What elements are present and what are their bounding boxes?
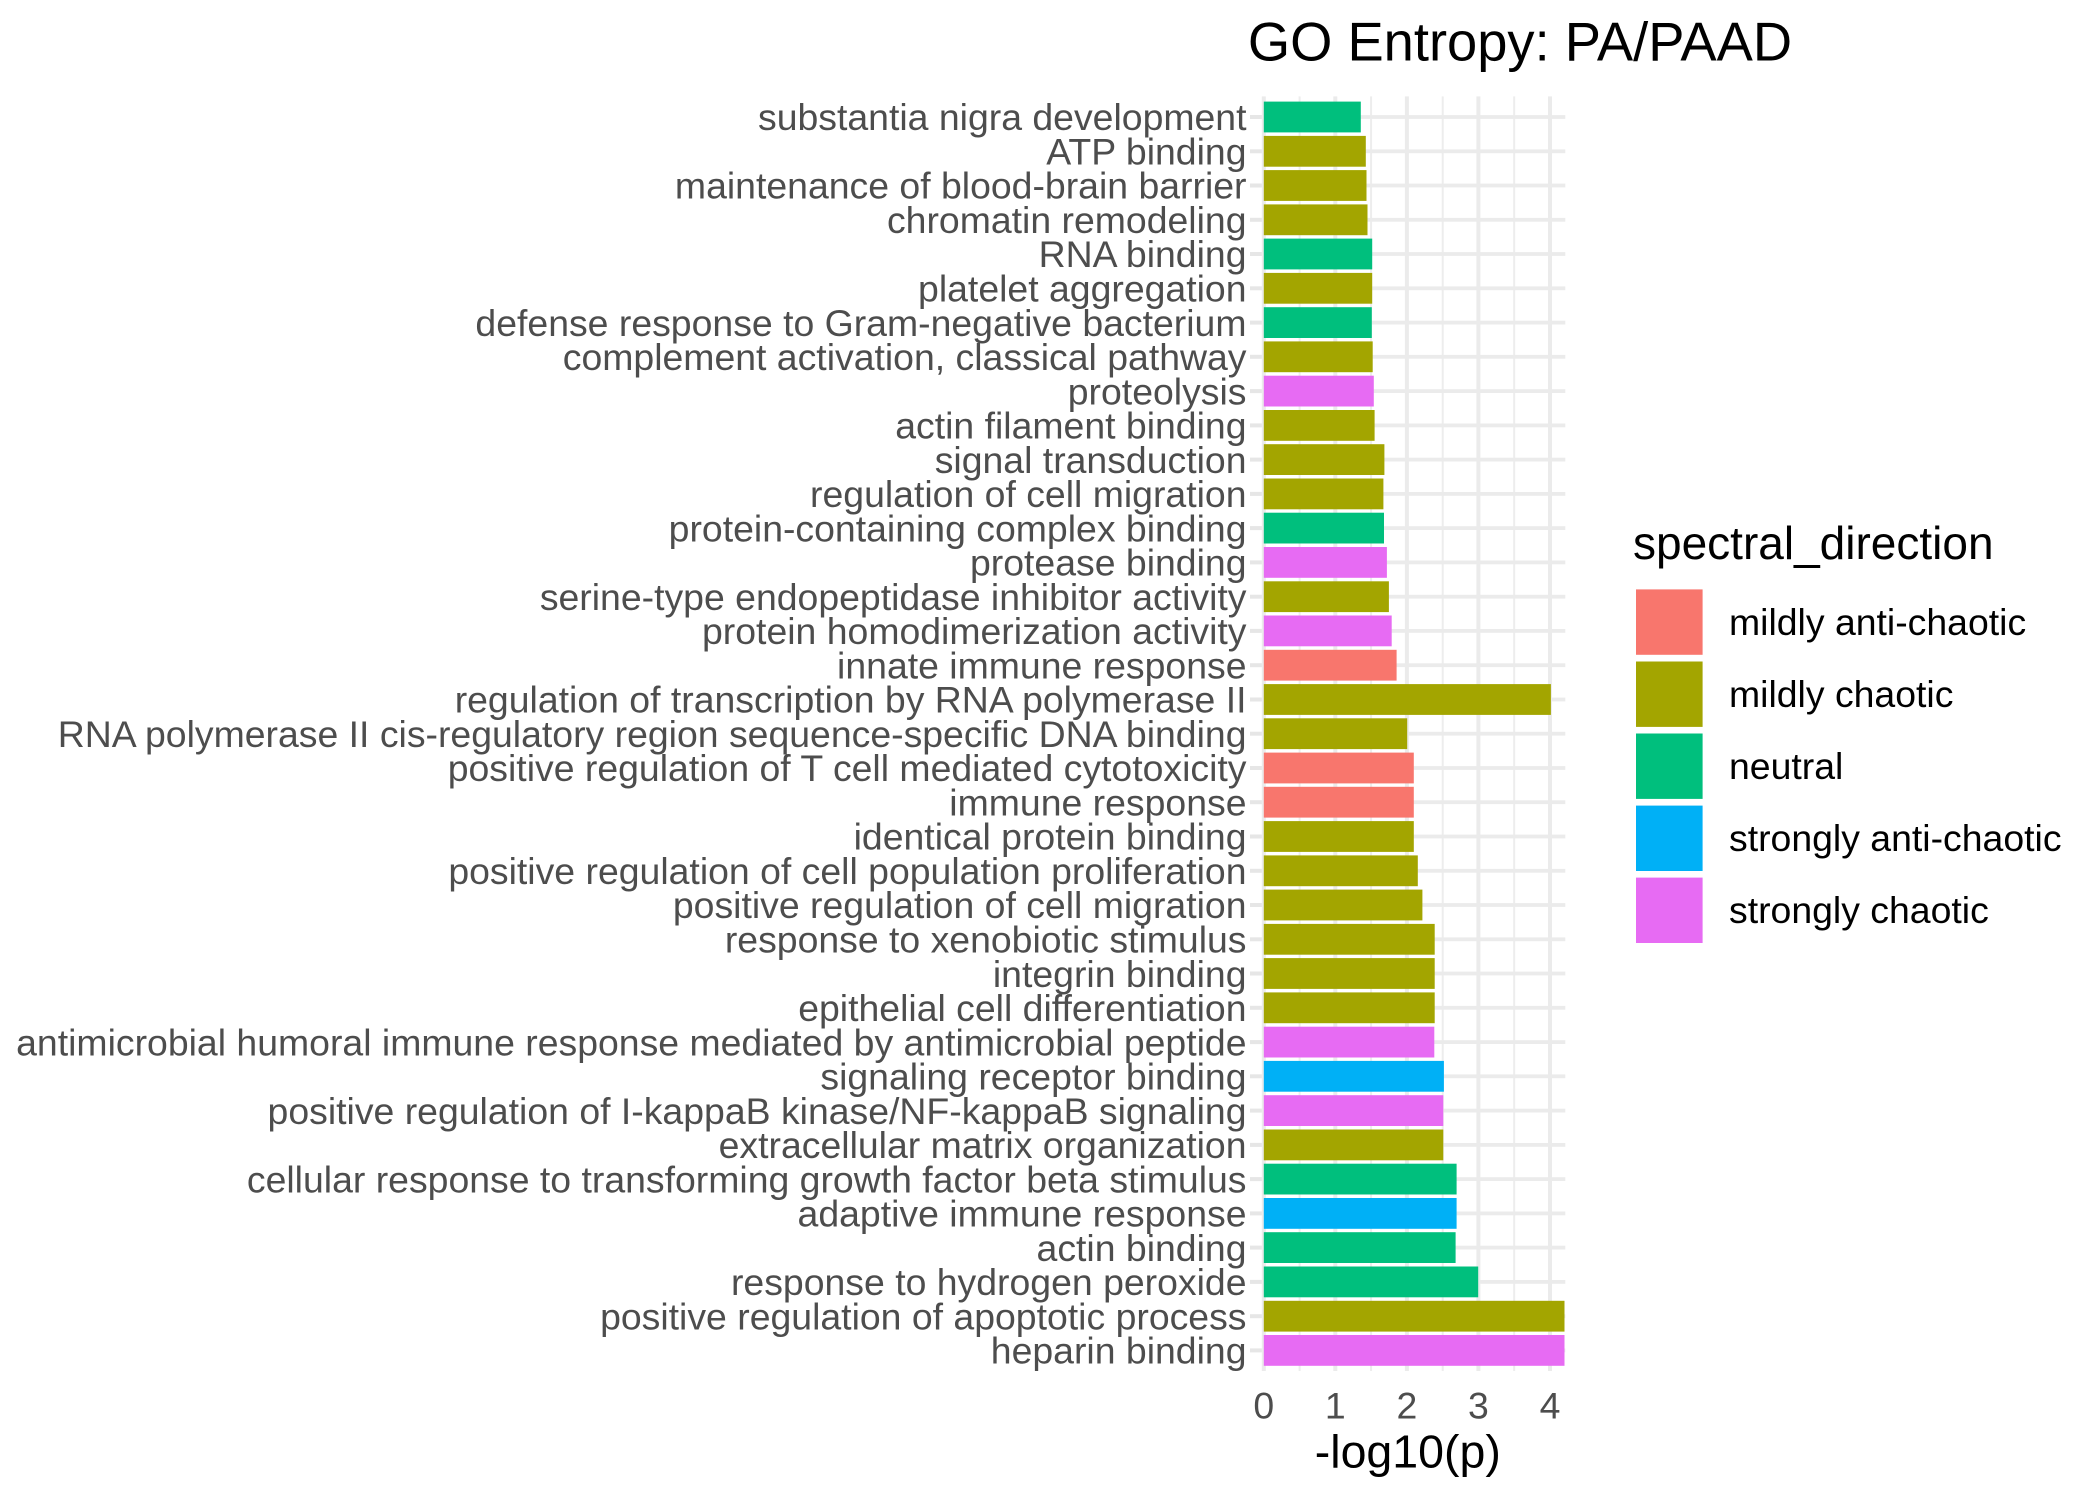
- svg-text:positive regulation of I-kappa: positive regulation of I-kappaB kinase/N…: [268, 1090, 1247, 1132]
- svg-text:-log10(p): -log10(p): [1315, 1426, 1501, 1478]
- svg-text:positive regulation of apoptot: positive regulation of apoptotic process: [600, 1295, 1246, 1337]
- svg-text:0: 0: [1253, 1384, 1274, 1426]
- svg-text:platelet aggregation: platelet aggregation: [918, 268, 1246, 310]
- svg-text:response to hydrogen peroxide: response to hydrogen peroxide: [731, 1261, 1247, 1303]
- svg-text:actin filament binding: actin filament binding: [895, 405, 1246, 447]
- svg-text:4: 4: [1540, 1384, 1561, 1426]
- svg-text:mildly chaotic: mildly chaotic: [1729, 673, 1953, 715]
- svg-text:actin binding: actin binding: [1037, 1227, 1247, 1269]
- svg-text:ATP binding: ATP binding: [1046, 131, 1246, 173]
- svg-text:1: 1: [1325, 1384, 1346, 1426]
- svg-text:2: 2: [1397, 1384, 1418, 1426]
- svg-text:adaptive immune response: adaptive immune response: [798, 1193, 1247, 1235]
- svg-text:positive regulation of T cell: positive regulation of T cell mediated c…: [448, 747, 1247, 789]
- svg-text:identical protein binding: identical protein binding: [854, 816, 1247, 858]
- svg-text:strongly chaotic: strongly chaotic: [1729, 889, 1989, 931]
- svg-text:RNA binding: RNA binding: [1039, 233, 1247, 275]
- svg-text:3: 3: [1468, 1384, 1489, 1426]
- svg-text:strongly anti-chaotic: strongly anti-chaotic: [1729, 817, 2062, 859]
- svg-text:maintenance of blood-brain bar: maintenance of blood-brain barrier: [675, 165, 1247, 207]
- svg-text:chromatin remodeling: chromatin remodeling: [887, 199, 1247, 241]
- svg-text:signal transduction: signal transduction: [935, 439, 1247, 481]
- svg-text:complement activation, classic: complement activation, classical pathway: [563, 336, 1247, 378]
- svg-text:epithelial cell differentiatio: epithelial cell differentiation: [798, 987, 1246, 1029]
- svg-text:defense response to Gram-negat: defense response to Gram-negative bacter…: [475, 302, 1246, 344]
- svg-text:mildly anti-chaotic: mildly anti-chaotic: [1729, 601, 2026, 643]
- svg-text:innate immune response: innate immune response: [837, 644, 1246, 686]
- svg-text:substantia nigra development: substantia nigra development: [758, 96, 1247, 138]
- svg-text:spectral_direction: spectral_direction: [1633, 517, 1994, 569]
- svg-text:GO Entropy: PA/PAAD: GO Entropy: PA/PAAD: [1248, 12, 1792, 73]
- svg-text:regulation of cell migration: regulation of cell migration: [810, 473, 1246, 515]
- svg-text:RNA polymerase II cis-regulato: RNA polymerase II cis-regulatory region …: [58, 713, 1247, 755]
- svg-text:serine-type endopeptidase inhi: serine-type endopeptidase inhibitor acti…: [540, 576, 1247, 618]
- svg-text:extracellular matrix organizat: extracellular matrix organization: [719, 1124, 1247, 1166]
- svg-text:integrin binding: integrin binding: [993, 953, 1247, 995]
- svg-text:heparin binding: heparin binding: [991, 1330, 1247, 1372]
- svg-text:cellular response to transform: cellular response to transforming growth…: [247, 1158, 1247, 1200]
- svg-text:protein-containing complex bin: protein-containing complex binding: [669, 507, 1247, 549]
- svg-text:regulation of transcription by: regulation of transcription by RNA polym…: [455, 679, 1247, 721]
- svg-text:protein homodimerization activ: protein homodimerization activity: [702, 610, 1247, 652]
- svg-text:signaling receptor binding: signaling receptor binding: [820, 1056, 1246, 1098]
- svg-text:proteolysis: proteolysis: [1068, 370, 1247, 412]
- svg-text:response to xenobiotic stimulu: response to xenobiotic stimulus: [725, 919, 1247, 961]
- svg-text:immune response: immune response: [949, 781, 1246, 823]
- svg-text:protease binding: protease binding: [970, 542, 1247, 584]
- svg-text:positive regulation of cell po: positive regulation of cell population p…: [448, 850, 1246, 892]
- svg-text:neutral: neutral: [1729, 745, 1843, 787]
- svg-text:positive regulation of cell mi: positive regulation of cell migration: [673, 884, 1247, 926]
- svg-text:antimicrobial humoral immune r: antimicrobial humoral immune response me…: [16, 1021, 1246, 1063]
